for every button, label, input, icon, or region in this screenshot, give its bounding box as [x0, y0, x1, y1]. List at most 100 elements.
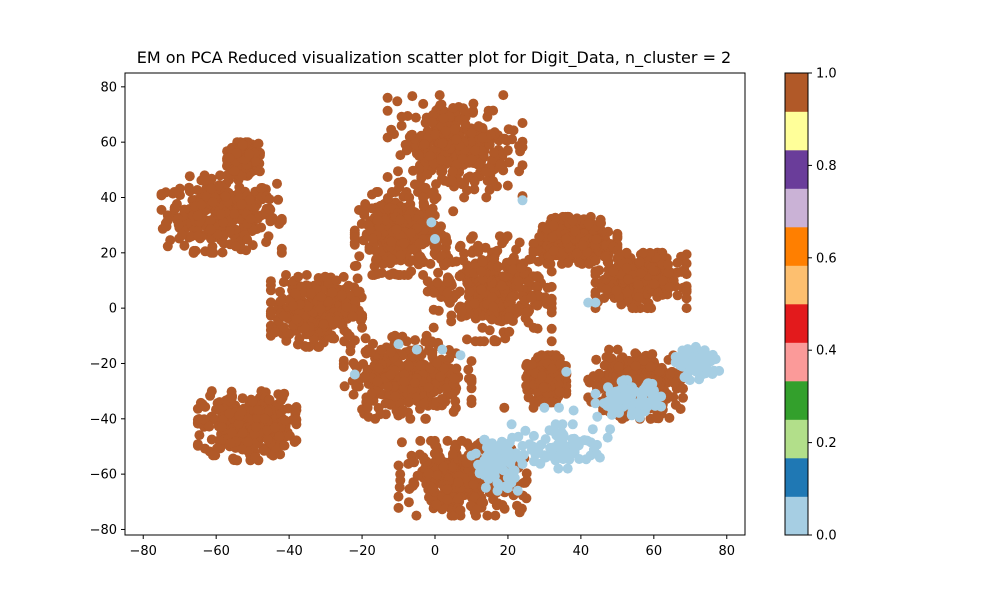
- colorbar-segment: [785, 419, 808, 459]
- scatter-point-cluster-1: [627, 303, 638, 314]
- scatter-point-cluster-1: [611, 285, 622, 296]
- scatter-point-cluster-1: [446, 310, 457, 321]
- scatter-point-cluster-1: [207, 197, 218, 207]
- scatter-point-cluster-1: [215, 170, 226, 181]
- scatter-point-cluster-1: [426, 189, 437, 200]
- scatter-point-cluster-1: [287, 300, 298, 311]
- scatter-point-cluster-1: [184, 186, 195, 197]
- scatter-point-cluster-0: [690, 358, 701, 369]
- scatter-point-cluster-1: [220, 191, 231, 202]
- scatter-point-cluster-1: [481, 192, 492, 203]
- scatter-point-cluster-1: [476, 266, 487, 277]
- scatter-point-cluster-1: [614, 250, 625, 261]
- scatter-point-cluster-1: [423, 382, 434, 393]
- scatter-point-cluster-1: [516, 263, 527, 274]
- scatter-point-cluster-1: [588, 371, 599, 382]
- scatter-point-cluster-1: [349, 232, 360, 242]
- scatter-point-cluster-1: [600, 251, 611, 262]
- scatter-point-cluster-1: [398, 238, 409, 249]
- scatter-point-cluster-1: [429, 287, 439, 298]
- scatter-point-cluster-1: [192, 414, 203, 425]
- scatter-point-cluster-1: [591, 234, 602, 245]
- scatter-point-cluster-1: [232, 455, 243, 466]
- scatter-point-cluster-1: [420, 336, 431, 347]
- x-tick-label: −40: [275, 544, 302, 559]
- scatter-point-cluster-1: [601, 284, 612, 295]
- scatter-point-cluster-1: [169, 202, 180, 213]
- scatter-point-cluster-1: [316, 291, 327, 302]
- scatter-point-cluster-1: [466, 398, 477, 409]
- scatter-point-cluster-0: [492, 478, 503, 489]
- scatter-point-cluster-1: [291, 402, 302, 412]
- scatter-point-cluster-1: [404, 360, 414, 371]
- scatter-point-cluster-1: [499, 402, 510, 413]
- scatter-point-cluster-1: [484, 325, 495, 336]
- scatter-point-cluster-1: [496, 280, 507, 291]
- scatter-point-cluster-1: [436, 155, 447, 166]
- scatter-point-cluster-1: [638, 355, 649, 366]
- scatter-point-cluster-1: [412, 470, 423, 481]
- x-tick-label: −80: [130, 544, 157, 559]
- scatter-point-cluster-1: [396, 437, 407, 448]
- scatter-point-cluster-0: [602, 432, 613, 443]
- scatter-point-cluster-1: [623, 274, 634, 285]
- colorbar-segment: [785, 496, 808, 536]
- scatter-point-cluster-1: [477, 256, 488, 267]
- x-tick-label: −20: [348, 544, 375, 559]
- scatter-point-cluster-0: [485, 448, 496, 458]
- scatter-point-cluster-1: [678, 383, 688, 394]
- scatter-point-cluster-1: [272, 178, 282, 189]
- scatter-point-cluster-1: [386, 124, 397, 135]
- scatter-point-cluster-1: [265, 308, 276, 319]
- scatter-point-cluster-1: [244, 194, 255, 205]
- scatter-point-cluster-1: [226, 392, 237, 403]
- scatter-point-cluster-1: [459, 105, 470, 116]
- scatter-point-cluster-1: [395, 475, 406, 486]
- scatter-point-cluster-1: [264, 194, 275, 205]
- scatter-point-cluster-1: [672, 290, 683, 301]
- scatter-point-cluster-1: [447, 257, 458, 268]
- scatter-point-cluster-0: [479, 434, 490, 445]
- scatter-point-cluster-1: [428, 322, 439, 333]
- scatter-point-cluster-0: [507, 432, 518, 443]
- scatter-point-cluster-1: [451, 134, 462, 145]
- scatter-point-cluster-1: [349, 239, 360, 250]
- scatter-point-cluster-1: [498, 133, 509, 144]
- y-tick-label: 60: [100, 136, 117, 151]
- scatter-point-cluster-1: [423, 468, 434, 479]
- y-tick-label: −60: [90, 468, 117, 483]
- scatter-point-cluster-0: [642, 401, 653, 412]
- scatter-point-cluster-0: [631, 407, 642, 418]
- scatter-point-cluster-1: [156, 189, 167, 199]
- scatter-point-cluster-1: [336, 290, 347, 301]
- scatter-point-cluster-1: [226, 427, 237, 438]
- scatter-point-cluster-1: [365, 347, 376, 358]
- scatter-point-cluster-1: [162, 241, 173, 252]
- scatter-point-cluster-1: [393, 491, 404, 502]
- scatter-point-cluster-1: [192, 185, 203, 195]
- scatter-point-cluster-0: [673, 355, 684, 366]
- y-tick-label: −80: [90, 523, 117, 538]
- scatter-point-cluster-1: [403, 397, 414, 408]
- scatter-point-cluster-1: [392, 96, 403, 107]
- scatter-point-cluster-1: [512, 500, 522, 511]
- scatter-point-cluster-1: [502, 145, 513, 156]
- colorbar-tick-label: 0.0: [816, 529, 837, 544]
- scatter-point-cluster-1: [404, 192, 415, 203]
- scatter-point-cluster-1: [453, 477, 464, 488]
- scatter-point-cluster-1: [480, 167, 491, 178]
- scatter-point-cluster-1: [224, 408, 235, 419]
- scatter-point-cluster-1: [205, 215, 216, 226]
- scatter-point-cluster-1: [265, 297, 276, 308]
- scatter-point-cluster-1: [247, 395, 258, 406]
- scatter-point-cluster-0: [568, 440, 579, 451]
- scatter-point-cluster-1: [466, 128, 477, 138]
- scatter-point-cluster-1: [276, 213, 287, 224]
- scatter-point-cluster-1: [521, 307, 532, 318]
- scatter-point-cluster-1: [419, 398, 429, 409]
- scatter-point-cluster-1: [344, 331, 355, 341]
- scatter-point-cluster-0: [484, 470, 495, 481]
- scatter-point-cluster-0: [590, 297, 601, 308]
- scatter-point-cluster-1: [293, 271, 304, 282]
- scatter-point-cluster-1: [451, 363, 462, 374]
